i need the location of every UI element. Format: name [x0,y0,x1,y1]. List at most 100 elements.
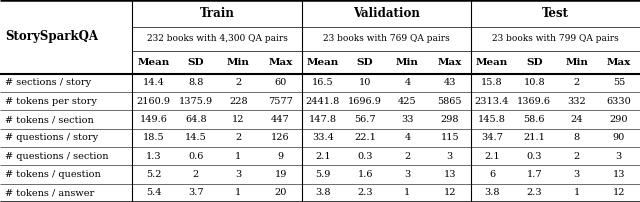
Text: 2: 2 [193,170,199,179]
Text: 1696.9: 1696.9 [348,97,382,106]
Text: Max: Max [268,58,292,67]
Text: Test: Test [542,7,569,20]
Text: 3: 3 [404,170,410,179]
Text: 90: 90 [612,133,625,142]
Text: 16.5: 16.5 [312,78,333,87]
Text: 2.3: 2.3 [357,188,373,197]
Text: 290: 290 [610,115,628,124]
Text: StorySparkQA: StorySparkQA [5,30,98,43]
Text: 12: 12 [232,115,244,124]
Text: # tokens / section: # tokens / section [5,115,94,124]
Text: # tokens / answer: # tokens / answer [5,188,94,197]
Text: 13: 13 [444,170,456,179]
Text: Min: Min [565,58,588,67]
Text: 1.3: 1.3 [146,152,161,161]
Text: 4: 4 [404,78,410,87]
Text: 21.1: 21.1 [524,133,545,142]
Text: 19: 19 [275,170,287,179]
Text: 64.8: 64.8 [185,115,207,124]
Text: 14.4: 14.4 [143,78,164,87]
Text: 2: 2 [573,78,580,87]
Text: 2.3: 2.3 [527,188,542,197]
Text: 56.7: 56.7 [355,115,376,124]
Text: 2: 2 [573,152,580,161]
Text: 1375.9: 1375.9 [179,97,213,106]
Text: 55: 55 [612,78,625,87]
Text: # tokens per story: # tokens per story [5,97,97,106]
Text: 2313.4: 2313.4 [475,97,509,106]
Text: 3.8: 3.8 [484,188,500,197]
Text: 22.1: 22.1 [354,133,376,142]
Text: 149.6: 149.6 [140,115,168,124]
Text: 8.8: 8.8 [188,78,204,87]
Text: SD: SD [526,58,543,67]
Text: 3.8: 3.8 [315,188,330,197]
Text: 228: 228 [229,97,248,106]
Text: 3.7: 3.7 [188,188,204,197]
Text: 1: 1 [235,152,241,161]
Text: 298: 298 [440,115,459,124]
Text: 10.8: 10.8 [524,78,545,87]
Text: 2.1: 2.1 [315,152,331,161]
Text: 0.6: 0.6 [188,152,204,161]
Text: Validation: Validation [353,7,420,20]
Text: 3: 3 [616,152,622,161]
Text: Train: Train [200,7,234,20]
Text: 7577: 7577 [268,97,293,106]
Text: 447: 447 [271,115,290,124]
Text: 3: 3 [235,170,241,179]
Text: 8: 8 [573,133,580,142]
Text: 5.4: 5.4 [146,188,161,197]
Text: Max: Max [607,58,631,67]
Text: 2: 2 [235,78,241,87]
Text: 60: 60 [275,78,287,87]
Text: 58.6: 58.6 [524,115,545,124]
Text: 5.2: 5.2 [146,170,161,179]
Text: 1: 1 [235,188,241,197]
Text: 5865: 5865 [437,97,462,106]
Text: 23 books with 769 QA pairs: 23 books with 769 QA pairs [323,34,450,43]
Text: 20: 20 [275,188,287,197]
Text: 33: 33 [401,115,413,124]
Text: 15.8: 15.8 [481,78,503,87]
Text: # sections / story: # sections / story [5,78,92,87]
Text: 6330: 6330 [607,97,631,106]
Text: 147.8: 147.8 [309,115,337,124]
Text: Min: Min [396,58,419,67]
Text: 2160.9: 2160.9 [136,97,171,106]
Text: 1.7: 1.7 [527,170,542,179]
Text: 3: 3 [573,170,580,179]
Text: 43: 43 [444,78,456,87]
Text: 232 books with 4,300 QA pairs: 232 books with 4,300 QA pairs [147,34,287,43]
Text: 14.5: 14.5 [185,133,207,142]
Text: 1.6: 1.6 [357,170,373,179]
Text: Mean: Mean [307,58,339,67]
Text: 5.9: 5.9 [315,170,330,179]
Text: 1369.6: 1369.6 [517,97,551,106]
Text: 18.5: 18.5 [143,133,164,142]
Text: 12: 12 [444,188,456,197]
Text: 9: 9 [278,152,284,161]
Text: 2: 2 [235,133,241,142]
Text: 34.7: 34.7 [481,133,503,142]
Text: 13: 13 [612,170,625,179]
Text: 2: 2 [404,152,410,161]
Text: 1: 1 [404,188,410,197]
Text: 2.1: 2.1 [484,152,500,161]
Text: # questions / story: # questions / story [5,133,99,142]
Text: 0.3: 0.3 [527,152,542,161]
Text: 425: 425 [398,97,417,106]
Text: 4: 4 [404,133,410,142]
Text: 126: 126 [271,133,290,142]
Text: 1: 1 [573,188,580,197]
Text: 2441.8: 2441.8 [306,97,340,106]
Text: Max: Max [438,58,462,67]
Text: # tokens / question: # tokens / question [5,170,101,179]
Text: 0.3: 0.3 [357,152,373,161]
Text: 115: 115 [440,133,459,142]
Text: 6: 6 [489,170,495,179]
Text: 332: 332 [567,97,586,106]
Text: 12: 12 [612,188,625,197]
Text: Mean: Mean [138,58,170,67]
Text: 3: 3 [447,152,453,161]
